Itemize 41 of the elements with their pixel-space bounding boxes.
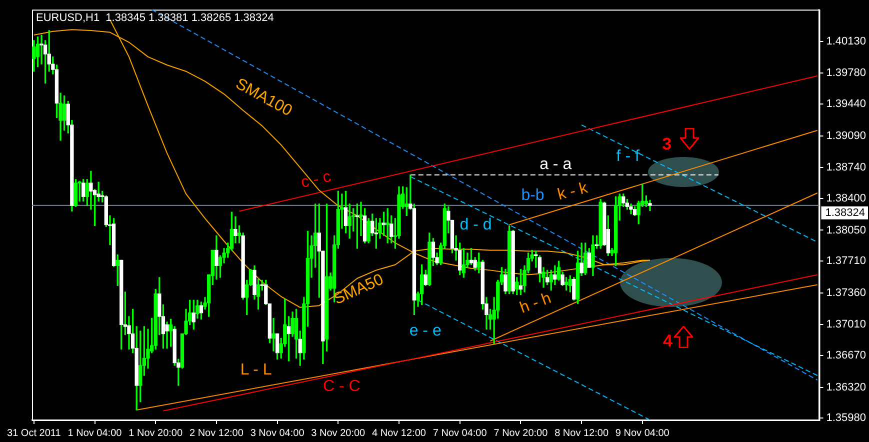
y-tick-label: 1.38050 xyxy=(826,224,866,236)
y-tick-label: 1.37360 xyxy=(826,286,866,299)
series-label: L - L xyxy=(240,361,272,378)
y-tick-label: 1.40130 xyxy=(826,35,866,48)
chart-title: EURUSD,H1 1.38345 1.38381 1.38265 1.38324 xyxy=(36,12,274,24)
candlestick xyxy=(648,200,652,212)
x-tick-label: 1 Nov 20:00 xyxy=(128,428,183,439)
x-tick-label: 2 Nov 12:00 xyxy=(189,428,244,439)
y-tick-label: 1.35980 xyxy=(826,412,866,424)
series-label: f - f xyxy=(616,148,640,165)
y-tick-label: 1.39780 xyxy=(826,67,866,80)
y-tick-label: 1.37710 xyxy=(826,255,866,268)
x-tick-label: 4 Nov 12:00 xyxy=(372,428,426,439)
text: h - h xyxy=(518,290,554,317)
x-tick-label: 7 Nov 20:00 xyxy=(494,428,548,439)
y-tick-label: 1.39440 xyxy=(826,98,866,110)
y-tick-label: 1.36670 xyxy=(826,350,866,362)
x-tick-label: 31 Oct 2011 xyxy=(7,428,62,439)
series-label: a - a xyxy=(540,156,572,173)
y-tick-label: 1.39090 xyxy=(826,130,866,142)
ref-line-label: 1.38324 xyxy=(825,206,866,219)
y-tick-label: 1.38740 xyxy=(826,162,866,174)
series-label: d - d xyxy=(460,216,492,234)
x-tick-label: 7 Nov 04:00 xyxy=(432,428,488,439)
y-tick-label: 1.36320 xyxy=(826,381,866,394)
x-tick-label: 9 Nov 04:00 xyxy=(615,428,670,439)
series-label: C - C xyxy=(323,378,360,396)
x-tick-label: 1 Nov 04:00 xyxy=(68,428,122,439)
series-label: b-b xyxy=(521,187,544,204)
text: k - k xyxy=(556,179,590,204)
y-tick-label: 1.38400 xyxy=(826,192,866,204)
x-tick-label: 8 Nov 12:00 xyxy=(554,428,609,439)
annotation: 3 xyxy=(662,134,672,154)
candlestick xyxy=(272,318,276,352)
annotation: 4 xyxy=(663,331,674,350)
y-tick-label: 1.37010 xyxy=(826,318,866,331)
series-label: e - e xyxy=(409,322,442,340)
candlestick xyxy=(116,254,120,286)
x-tick-label: 3 Nov 20:00 xyxy=(311,428,366,439)
text: c - c xyxy=(299,168,333,192)
x-tick-label: 3 Nov 04:00 xyxy=(250,428,305,439)
